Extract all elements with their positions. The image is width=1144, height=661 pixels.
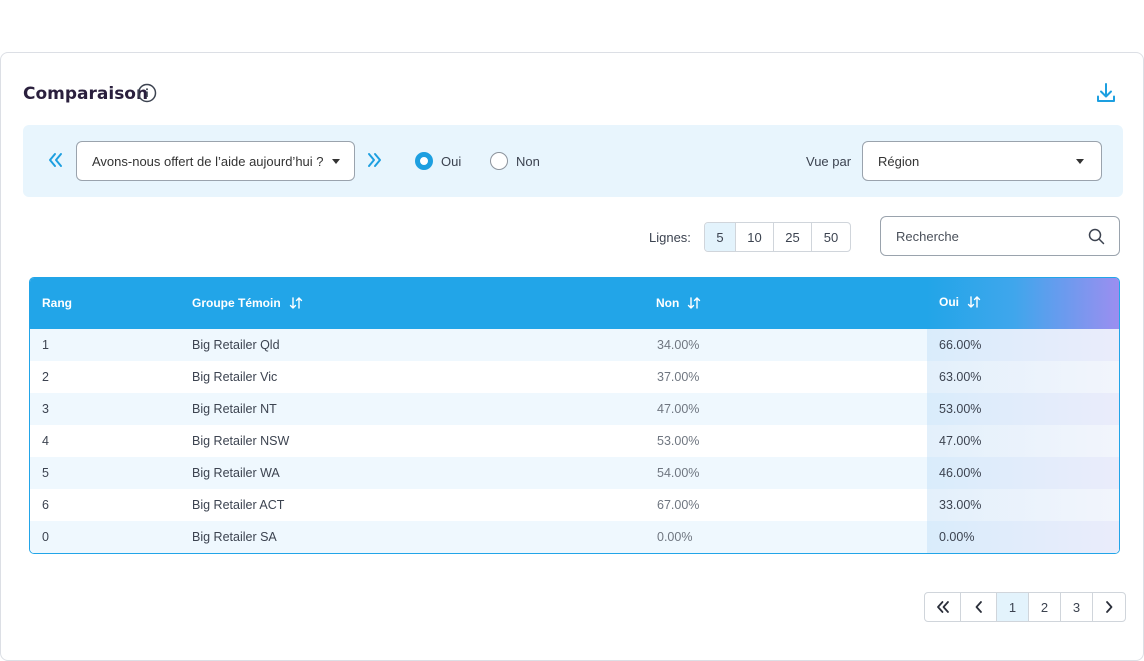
page-size-selector: 5 10 25 50 xyxy=(704,222,851,252)
search-box xyxy=(880,216,1120,256)
cell-groupe: Big Retailer SA xyxy=(192,530,277,544)
cell-rang: 0 xyxy=(42,530,49,544)
table-row: 3 Big Retailer NT 47.00% 53.00% xyxy=(30,393,1119,425)
chevron-right-icon xyxy=(1106,601,1113,613)
radio-oui[interactable]: Oui xyxy=(415,152,461,170)
cell-groupe: Big Retailer NSW xyxy=(192,434,290,448)
table-row: 2 Big Retailer Vic 37.00% 63.00% xyxy=(30,361,1119,393)
cell-oui: 66.00% xyxy=(939,338,982,352)
radio-unchecked-icon xyxy=(490,152,508,170)
cell-oui-bg: 46.00% xyxy=(927,457,1119,489)
download-icon[interactable] xyxy=(1095,81,1117,105)
next-page-button[interactable] xyxy=(1093,593,1125,621)
table-row: 6 Big Retailer ACT 67.00% 33.00% xyxy=(30,489,1119,521)
caret-down-icon xyxy=(332,159,340,164)
cell-non: 34.00% xyxy=(657,338,700,352)
column-header-rang: Rang xyxy=(42,296,72,310)
cell-oui: 46.00% xyxy=(939,466,982,480)
prev-page-button[interactable] xyxy=(961,593,997,621)
chevrons-left-icon[interactable] xyxy=(47,151,65,169)
cell-groupe: Big Retailer ACT xyxy=(192,498,285,512)
cell-non: 0.00% xyxy=(657,530,693,544)
cell-non: 54.00% xyxy=(657,466,700,480)
cell-oui-bg: 53.00% xyxy=(927,393,1119,425)
cell-rang: 5 xyxy=(42,466,49,480)
page-2-button[interactable]: 2 xyxy=(1029,593,1061,621)
table-header: Rang Groupe Témoin Non Oui xyxy=(30,278,1119,329)
column-header-rang-label: Rang xyxy=(42,296,72,310)
vue-par-label: Vue par xyxy=(806,154,852,169)
cell-non: 67.00% xyxy=(657,498,700,512)
radio-non-label: Non xyxy=(516,153,540,169)
search-input[interactable] xyxy=(881,217,1071,255)
cell-groupe: Big Retailer Qld xyxy=(192,338,280,352)
cell-oui: 63.00% xyxy=(939,370,982,384)
caret-down-icon xyxy=(1076,159,1084,164)
page-1-button[interactable]: 1 xyxy=(997,593,1029,621)
lignes-label: Lignes: xyxy=(649,230,691,245)
cell-oui: 53.00% xyxy=(939,402,982,416)
chevron-left-icon xyxy=(975,601,982,613)
comparison-table: Rang Groupe Témoin Non Oui xyxy=(29,277,1120,554)
cell-oui-bg: 47.00% xyxy=(927,425,1119,457)
page-title: Comparaison xyxy=(23,84,149,104)
chevrons-left-icon xyxy=(936,601,949,613)
cell-groupe: Big Retailer WA xyxy=(192,466,280,480)
radio-non[interactable]: Non xyxy=(490,152,540,170)
column-header-groupe-label: Groupe Témoin xyxy=(192,296,281,310)
cell-oui: 47.00% xyxy=(939,434,982,448)
table-row: 1 Big Retailer Qld 34.00% 66.00% xyxy=(30,329,1119,361)
cell-rang: 4 xyxy=(42,434,49,448)
search-icon[interactable] xyxy=(1088,228,1105,245)
sort-icon[interactable] xyxy=(967,295,981,309)
column-header-oui[interactable]: Oui xyxy=(939,295,981,309)
sort-icon[interactable] xyxy=(289,296,303,310)
cell-non: 37.00% xyxy=(657,370,700,384)
cell-groupe: Big Retailer NT xyxy=(192,402,277,416)
info-icon[interactable] xyxy=(137,83,157,103)
table-row: 0 Big Retailer SA 0.00% 0.00% xyxy=(30,521,1119,553)
cell-oui-bg: 0.00% xyxy=(927,521,1119,553)
column-header-oui-label: Oui xyxy=(939,295,959,309)
cell-rang: 6 xyxy=(42,498,49,512)
cell-oui-bg: 66.00% xyxy=(927,329,1119,361)
comparison-card: Comparaison Avons-nous offert de l’aide … xyxy=(0,52,1144,661)
question-select-value: Avons-nous offert de l’aide aujourd’hui … xyxy=(92,154,324,169)
vue-par-select-value: Région xyxy=(878,154,920,169)
sort-icon[interactable] xyxy=(687,296,701,310)
page-size-5[interactable]: 5 xyxy=(705,223,736,251)
cell-groupe: Big Retailer Vic xyxy=(192,370,278,384)
oui-column-highlight xyxy=(927,278,1119,329)
chevrons-right-icon[interactable] xyxy=(365,151,383,169)
radio-checked-icon xyxy=(415,152,433,170)
column-header-non[interactable]: Non xyxy=(656,296,701,310)
column-header-groupe[interactable]: Groupe Témoin xyxy=(192,296,303,310)
vue-par-select[interactable]: Région xyxy=(862,141,1102,181)
table-row: 4 Big Retailer NSW 53.00% 47.00% xyxy=(30,425,1119,457)
table-row: 5 Big Retailer WA 54.00% 46.00% xyxy=(30,457,1119,489)
cell-non: 53.00% xyxy=(657,434,700,448)
question-select[interactable]: Avons-nous offert de l’aide aujourd’hui … xyxy=(76,141,355,181)
radio-oui-label: Oui xyxy=(441,153,462,169)
pagination: 1 2 3 xyxy=(924,592,1126,622)
page-size-10[interactable]: 10 xyxy=(736,223,774,251)
cell-oui-bg: 63.00% xyxy=(927,361,1119,393)
cell-rang: 3 xyxy=(42,402,49,416)
cell-oui: 0.00% xyxy=(939,530,975,544)
cell-rang: 2 xyxy=(42,370,49,384)
cell-non: 47.00% xyxy=(657,402,700,416)
cell-oui-bg: 33.00% xyxy=(927,489,1119,521)
page-size-25[interactable]: 25 xyxy=(774,223,812,251)
filter-bar: Avons-nous offert de l’aide aujourd’hui … xyxy=(23,125,1123,197)
cell-oui: 33.00% xyxy=(939,498,982,512)
first-page-button[interactable] xyxy=(925,593,961,621)
cell-rang: 1 xyxy=(42,338,49,352)
page-size-50[interactable]: 50 xyxy=(823,229,839,245)
column-header-non-label: Non xyxy=(656,296,680,310)
page-3-button[interactable]: 3 xyxy=(1061,593,1093,621)
